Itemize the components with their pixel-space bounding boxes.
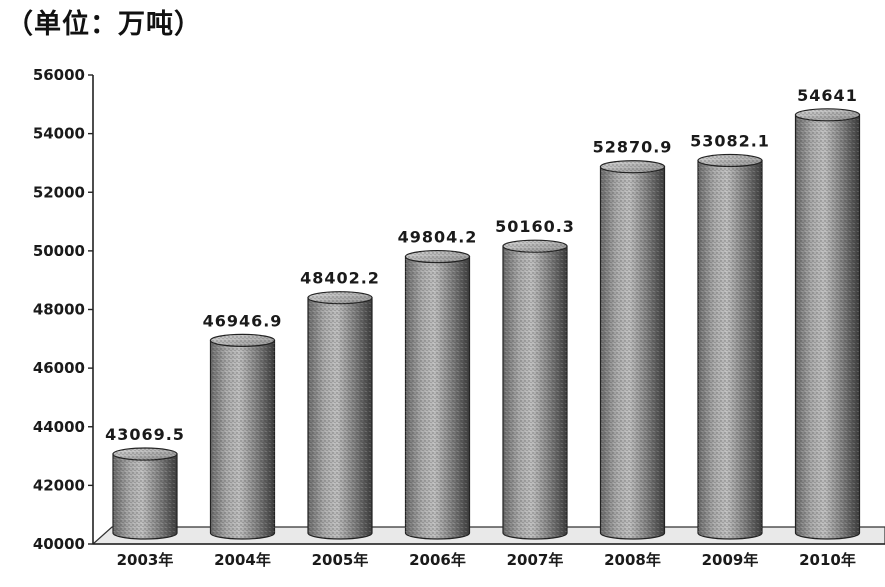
y-tick-label: 52000 (33, 183, 85, 201)
bar-value-label: 52870.9 (593, 138, 673, 157)
x-category-label: 2010年 (799, 551, 856, 569)
x-category-label: 2003年 (117, 551, 174, 569)
unit-label: （单位：万吨） (6, 9, 202, 40)
bar-texture (308, 297, 372, 539)
bar-cap-texture (698, 154, 762, 167)
labels-group: 43069.5 2003年 46946.9 2004年 48402.2 2005年 4980… (105, 86, 858, 569)
bar-texture (600, 166, 665, 539)
bar-value-label: 53082.1 (690, 132, 770, 151)
bar-value-label: 50160.3 (495, 217, 575, 236)
bar-texture (698, 160, 762, 539)
x-category-label: 2007年 (507, 551, 564, 569)
bar-texture (405, 256, 470, 539)
bar-cap-texture (600, 160, 665, 173)
bar-cap-texture (405, 250, 470, 263)
bar-value-label: 49804.2 (398, 228, 478, 247)
bar (307, 291, 373, 540)
bar-texture (503, 246, 567, 539)
y-axis: 40000 42000 44000 46000 48000 50000 52000 54000… (33, 66, 885, 553)
bar-texture (113, 454, 177, 539)
bar (794, 108, 861, 540)
bar-cap-texture (113, 448, 177, 461)
bar-cap-texture (795, 108, 860, 121)
y-tick-label: 56000 (33, 66, 85, 84)
bars-group (112, 108, 861, 540)
x-category-label: 2006年 (409, 551, 466, 569)
bar-cap-texture (503, 240, 567, 253)
bar (404, 250, 471, 540)
bar-value-label: 48402.2 (300, 269, 380, 288)
x-category-label: 2004年 (214, 551, 271, 569)
bar (697, 153, 763, 540)
y-tick-label: 44000 (33, 418, 85, 436)
bar (599, 160, 666, 540)
y-tick-label: 50000 (33, 242, 85, 260)
x-category-label: 2009年 (702, 551, 759, 569)
bar-texture (210, 340, 275, 539)
bar (209, 333, 276, 540)
bar (112, 447, 178, 540)
y-tick-label: 54000 (33, 125, 85, 143)
bar-value-label: 43069.5 (105, 425, 185, 444)
y-tick-label: 42000 (33, 476, 85, 494)
x-category-label: 2005年 (312, 551, 369, 569)
bar-value-label: 54641 (797, 86, 858, 105)
x-category-label: 2008年 (604, 551, 661, 569)
y-tick-label: 48000 (33, 301, 85, 319)
y-tick-label: 46000 (33, 359, 85, 377)
bar-cap-texture (308, 291, 372, 304)
bar-texture (795, 114, 860, 539)
bar-cap-texture (210, 334, 275, 347)
y-tick-label: 40000 (33, 535, 85, 553)
bar (502, 239, 568, 540)
bar-value-label: 46946.9 (203, 311, 283, 330)
